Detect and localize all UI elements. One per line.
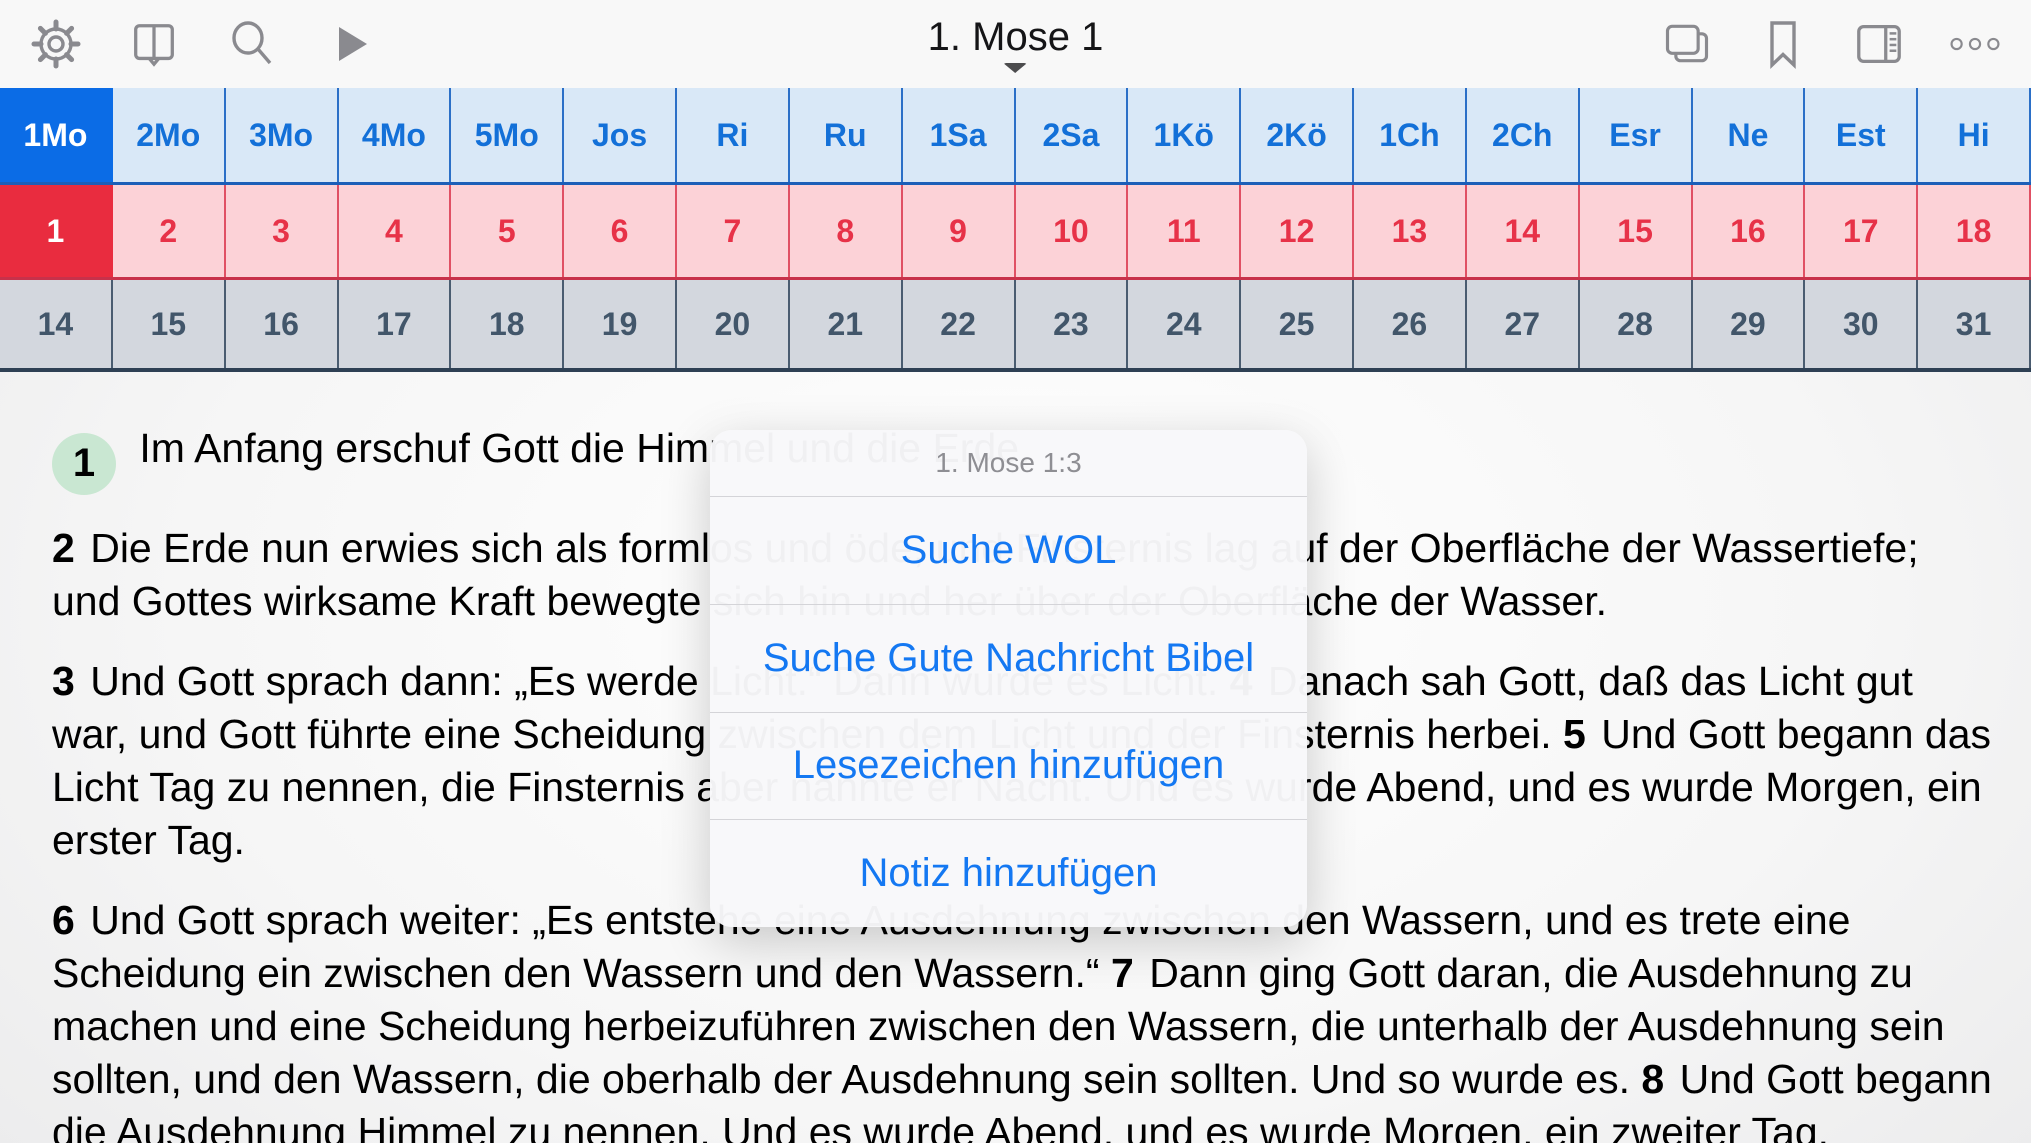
popup-separator <box>710 711 1307 713</box>
toolbar-left-group <box>0 18 376 70</box>
popup-item-suche-gute-nachricht-bibel[interactable]: Suche Gute Nachricht Bibel <box>762 635 1255 680</box>
book-tab-Hi[interactable]: Hi <box>1918 88 2031 182</box>
chapter-tab-16[interactable]: 16 <box>1693 185 1806 277</box>
book-tab-4Mo[interactable]: 4Mo <box>339 88 452 182</box>
verse-tab-14[interactable]: 14 <box>0 280 113 368</box>
chapter-tab-17[interactable]: 17 <box>1805 185 1919 277</box>
popup-item-suche-wol[interactable]: Suche WOL <box>900 527 1117 572</box>
chapter-tab-3[interactable]: 3 <box>226 185 339 277</box>
popup-separator <box>710 603 1307 605</box>
chapter-tab-5[interactable]: 5 <box>451 185 565 277</box>
verse-tab-29[interactable]: 29 <box>1693 280 1806 368</box>
reading-pane-icon[interactable] <box>1853 18 1905 70</box>
book-tab-2Sa[interactable]: 2Sa <box>1016 88 1129 182</box>
book-tab-2Kö[interactable]: 2Kö <box>1241 88 1354 182</box>
book-tab-Ru[interactable]: Ru <box>790 88 903 182</box>
chapter-tab-2[interactable]: 2 <box>113 185 226 277</box>
chapter-tab-4[interactable]: 4 <box>339 185 452 277</box>
chapter-tab-18[interactable]: 18 <box>1918 185 2031 277</box>
book-tab-1Kö[interactable]: 1Kö <box>1128 88 1242 182</box>
popup-separator <box>710 496 1307 497</box>
book-tab-1Ch[interactable]: 1Ch <box>1354 88 1467 182</box>
chapter-tab-10[interactable]: 10 <box>1016 185 1129 277</box>
chapter-tab-9[interactable]: 9 <box>903 185 1016 277</box>
verse-tab-17[interactable]: 17 <box>339 280 452 368</box>
more-ellipsis-icon[interactable] <box>1949 18 2001 70</box>
verse-number-5[interactable]: 5 <box>1551 710 1586 757</box>
chapter-tab-1[interactable]: 1 <box>0 185 113 277</box>
popup-separator <box>710 819 1307 821</box>
book-tab-Ne[interactable]: Ne <box>1693 88 1806 182</box>
verse-nav-row: 14 15 16 17 18 19 20 21 22 23 24 25 26 27 28 29 30 31 <box>0 280 2031 372</box>
book-tab-2Mo[interactable]: 2Mo <box>113 88 226 182</box>
verse-tab-24[interactable]: 24 <box>1128 280 1242 368</box>
chapter-tab-7[interactable]: 7 <box>677 185 790 277</box>
verse-tab-22[interactable]: 22 <box>903 280 1016 368</box>
verse-number-6[interactable]: 6 <box>52 896 75 943</box>
popup-verse-reference: 1. Mose 1:3 <box>935 447 1082 478</box>
verse-number-3[interactable]: 3 <box>52 657 75 704</box>
verse-tab-31[interactable]: 31 <box>1918 280 2031 368</box>
book-tab-3Mo[interactable]: 3Mo <box>226 88 339 182</box>
open-book-icon[interactable] <box>128 18 180 70</box>
book-tab-Ri[interactable]: Ri <box>677 88 790 182</box>
book-tab-Esr[interactable]: Esr <box>1580 88 1693 182</box>
verse-text-8: Und Gott begann die Ausdehnung Himmel zu… <box>52 1055 1992 1143</box>
pages-copy-icon[interactable] <box>1661 18 1713 70</box>
book-tab-Jos[interactable]: Jos <box>564 88 677 182</box>
verse-text-7: Dann ging Gott daran, die Ausdehnung zu … <box>52 949 1945 1102</box>
chapter-number-badge[interactable]: 1 <box>52 432 116 495</box>
verse-tab-28[interactable]: 28 <box>1580 280 1693 368</box>
play-icon[interactable] <box>324 18 376 70</box>
chapter-tab-8[interactable]: 8 <box>790 185 903 277</box>
verse-tab-15[interactable]: 15 <box>113 280 226 368</box>
verse-tab-19[interactable]: 19 <box>564 280 677 368</box>
verse-tab-21[interactable]: 21 <box>790 280 903 368</box>
verse-number-2[interactable]: 2 <box>52 524 75 571</box>
chapter-tab-14[interactable]: 14 <box>1467 185 1580 277</box>
book-nav-row: 1Mo 2Mo 3Mo 4Mo 5Mo Jos Ri Ru 1Sa 2Sa 1Kö 2Kö 1Ch 2Ch… <box>0 88 2031 185</box>
verse-tab-30[interactable]: 30 <box>1805 280 1919 368</box>
search-icon[interactable] <box>226 18 278 70</box>
chapter-tab-12[interactable]: 12 <box>1241 185 1354 277</box>
chapter-title-dropdown[interactable]: 1. Mose 1 <box>927 0 1104 88</box>
popup-item-lesezeichen-hinzuf-gen[interactable]: Lesezeichen hinzufügen <box>792 743 1225 788</box>
settings-gear-icon[interactable] <box>30 18 82 70</box>
verse-tab-25[interactable]: 25 <box>1241 280 1354 368</box>
chapter-tab-11[interactable]: 11 <box>1128 185 1242 277</box>
book-tab-1Sa[interactable]: 1Sa <box>903 88 1016 182</box>
verse-tab-16[interactable]: 16 <box>226 280 339 368</box>
chapter-nav-row: 1 2 3 4 5 6 7 8 9 10 11 12 13 14 15 16 17 18 <box>0 185 2031 280</box>
book-tab-Est[interactable]: Est <box>1805 88 1919 182</box>
scripture-paragraph: 6 Und Gott sprach weiter: „Es entstehe e… <box>52 894 1993 1143</box>
page-title: 1. Mose 1 <box>927 15 1104 59</box>
chapter-tab-13[interactable]: 13 <box>1354 185 1467 277</box>
verse-tab-20[interactable]: 20 <box>677 280 790 368</box>
verse-tab-27[interactable]: 27 <box>1467 280 1580 368</box>
verse-tab-23[interactable]: 23 <box>1016 280 1129 368</box>
verse-tab-18[interactable]: 18 <box>451 280 565 368</box>
book-tab-2Ch[interactable]: 2Ch <box>1467 88 1580 182</box>
popup-item-notiz-hinzuf-gen[interactable]: Notiz hinzufügen <box>859 851 1158 896</box>
chapter-tab-6[interactable]: 6 <box>564 185 677 277</box>
book-tab-1Mo[interactable]: 1Mo <box>0 88 113 182</box>
verse-tab-26[interactable]: 26 <box>1354 280 1467 368</box>
verse-number-7[interactable]: 7 <box>1099 949 1134 996</box>
verse-number-8[interactable]: 8 <box>1629 1055 1665 1102</box>
chevron-down-icon <box>1003 63 1028 73</box>
chapter-tab-15[interactable]: 15 <box>1580 185 1693 277</box>
verse-context-popup: 1. Mose 1:3 Suche WOL Suche Gute Nachrich… <box>710 430 1307 927</box>
bookmark-icon[interactable] <box>1757 18 1809 70</box>
top-toolbar: 1. Mose 1 <box>0 0 2031 88</box>
toolbar-right-group <box>1661 18 2031 70</box>
book-tab-5Mo[interactable]: 5Mo <box>451 88 565 182</box>
